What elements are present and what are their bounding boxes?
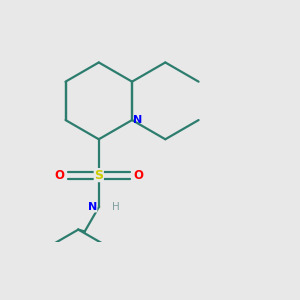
Text: N: N [88,202,97,212]
Text: O: O [54,169,64,182]
Text: O: O [134,169,143,182]
Text: S: S [94,169,103,182]
Text: N: N [133,115,142,125]
Text: H: H [112,202,119,212]
